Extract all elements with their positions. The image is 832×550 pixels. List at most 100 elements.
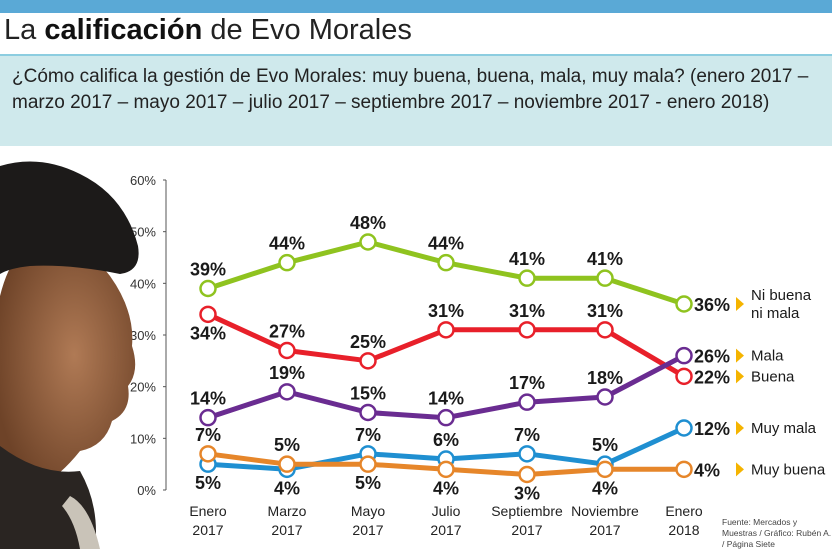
question-box: ¿Cómo califica la gestión de Evo Morales… (0, 56, 832, 146)
data-label: 31% (509, 301, 545, 321)
data-point (278, 455, 296, 473)
data-label: 19% (269, 363, 305, 383)
x-tick-label: Enero (665, 503, 703, 519)
x-tick-label: 2017 (430, 522, 461, 538)
data-label: 39% (190, 260, 226, 280)
x-tick-label: 2017 (511, 522, 542, 538)
data-point (437, 253, 455, 272)
data-label: 41% (587, 249, 623, 269)
data-label: 12% (694, 419, 730, 439)
y-tick-label: 0% (137, 483, 156, 498)
data-label: 34% (190, 323, 226, 343)
legend-label: Mala (751, 348, 784, 365)
y-tick-label: 20% (130, 380, 156, 395)
data-point (596, 321, 614, 339)
data-point (437, 460, 455, 479)
data-label: 5% (592, 435, 618, 455)
page-title: La calificación de Evo Morales (4, 14, 412, 46)
data-label: 41% (509, 249, 545, 269)
data-point (278, 253, 296, 272)
data-point (199, 408, 217, 427)
data-label: 22% (694, 367, 730, 387)
x-tick-label: 2017 (589, 522, 620, 538)
data-point (199, 445, 217, 463)
data-label: 7% (195, 425, 221, 445)
legend-arrow (736, 369, 744, 384)
data-label: 44% (428, 234, 464, 254)
data-point (437, 321, 455, 339)
data-label: 14% (428, 389, 464, 409)
x-tick-label: 2018 (668, 522, 699, 538)
data-point (437, 408, 455, 427)
data-label: 44% (269, 234, 305, 254)
source-note: Fuente: Mercados y Muestras / Gráfico: R… (722, 517, 832, 549)
data-point (518, 445, 536, 463)
data-point (359, 403, 377, 422)
x-tick-label: Mayo (351, 503, 385, 519)
title-rule (0, 54, 832, 56)
data-label: 14% (190, 389, 226, 409)
data-label: 4% (274, 478, 300, 498)
data-label: 5% (274, 435, 300, 455)
data-label: 36% (694, 295, 730, 315)
data-label: 31% (428, 301, 464, 321)
data-point (675, 346, 693, 365)
data-point (359, 455, 377, 473)
legend-arrow (736, 348, 744, 363)
x-tick-label: Enero (189, 503, 227, 519)
y-tick-label: 30% (130, 328, 156, 343)
legend-label: Ni buena (751, 287, 812, 304)
data-label: 27% (269, 322, 305, 342)
data-label: 6% (433, 430, 459, 450)
legend-label: ni mala (751, 305, 800, 322)
data-label: 17% (509, 373, 545, 393)
data-label: 15% (350, 384, 386, 404)
legend-label: Muy mala (751, 420, 817, 437)
data-point (518, 321, 536, 339)
data-label: 4% (694, 460, 720, 480)
top-color-bar (0, 0, 832, 13)
data-point (596, 460, 614, 479)
data-label: 5% (195, 473, 221, 493)
x-tick-label: 2017 (271, 522, 302, 538)
data-label: 26% (694, 347, 730, 367)
x-tick-label: Septiembre (491, 503, 563, 519)
data-point (675, 295, 693, 313)
data-point (359, 233, 377, 251)
data-label: 5% (355, 473, 381, 493)
data-point (518, 393, 536, 411)
data-point (596, 388, 614, 406)
legend-arrow (736, 297, 744, 311)
data-point (675, 367, 693, 386)
chart-background (0, 146, 832, 549)
data-point (199, 279, 217, 298)
y-tick-label: 50% (130, 225, 156, 240)
data-point (278, 383, 296, 401)
question-text: ¿Cómo califica la gestión de Evo Morales… (12, 66, 809, 113)
data-label: 7% (355, 425, 381, 445)
data-label: 7% (514, 425, 540, 445)
data-point (675, 460, 693, 479)
data-label: 3% (514, 484, 540, 504)
data-point (278, 341, 296, 360)
data-point (518, 465, 536, 484)
data-point (675, 419, 693, 437)
y-tick-label: 60% (130, 173, 156, 188)
portrait-illustration (0, 161, 139, 549)
data-label: 18% (587, 368, 623, 388)
x-tick-label: Marzo (268, 503, 307, 519)
x-tick-label: Julio (432, 503, 461, 519)
x-tick-label: Noviembre (571, 503, 639, 519)
data-point (596, 269, 614, 287)
data-label: 48% (350, 213, 386, 233)
data-label: 31% (587, 301, 623, 321)
legend-label: Buena (751, 368, 795, 385)
data-point (518, 269, 536, 287)
legend-label: Muy buena (751, 461, 826, 478)
legend-arrow (736, 462, 744, 477)
y-tick-label: 40% (130, 276, 156, 291)
data-label: 25% (350, 332, 386, 352)
legend-arrow (736, 421, 744, 435)
data-point (359, 352, 377, 370)
